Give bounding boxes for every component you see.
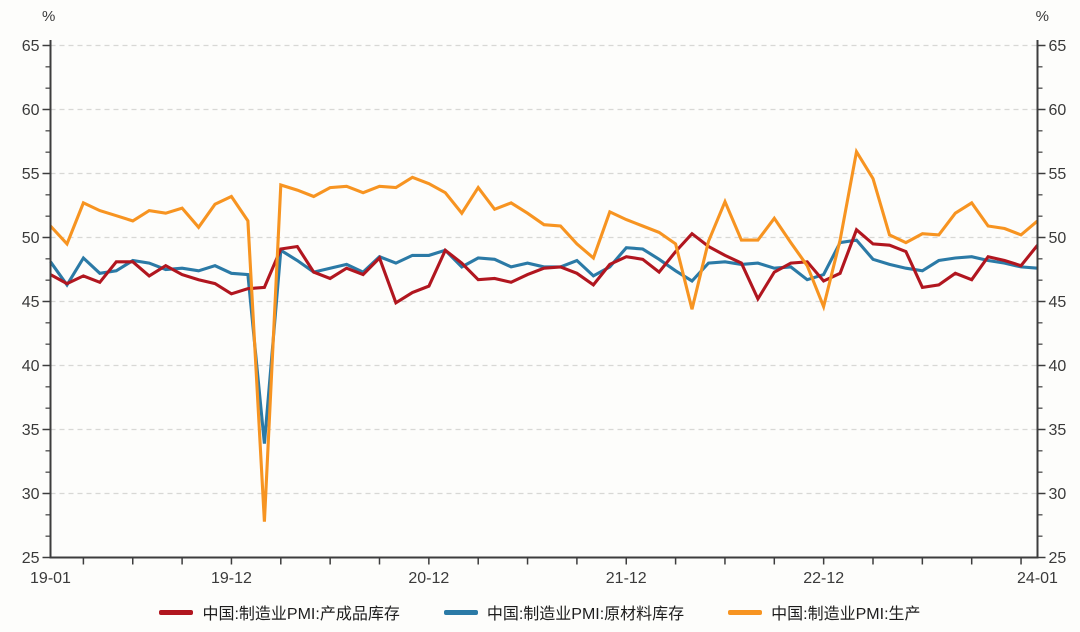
y-axis-unit-right: % — [1035, 8, 1049, 25]
y-tick-label-left: 45 — [22, 294, 40, 311]
y-tick-label-left: 35 — [22, 422, 40, 439]
x-tick-label: 19-12 — [211, 570, 252, 587]
legend-item-finished-goods-inventory: 中国:制造业PMI:产成品库存 — [159, 600, 400, 624]
y-tick-label-left: 50 — [22, 230, 40, 247]
legend-swatch-production — [728, 609, 763, 615]
y-tick-label-left: 40 — [22, 358, 40, 375]
y-tick-label-left: 60 — [22, 102, 40, 119]
legend-item-production: 中国:制造业PMI:生产 — [728, 600, 921, 624]
y-tick-label-left: 65 — [22, 38, 40, 55]
y-tick-label-right: 40 — [1049, 358, 1067, 375]
legend-label-raw-materials-inventory: 中国:制造业PMI:原材料库存 — [486, 606, 685, 623]
y-axis-unit-left: % — [42, 8, 56, 25]
y-tick-label-right: 55 — [1049, 166, 1067, 183]
legend-swatch-finished-goods-inventory — [159, 609, 194, 615]
x-tick-label: 20-12 — [408, 570, 449, 587]
y-tick-label-right: 45 — [1049, 294, 1067, 311]
y-tick-label-right: 60 — [1049, 102, 1067, 119]
line-chart-plot: 25 25 30 30 35 35 40 40 45 45 50 50 55 55 60 60 65 65 19-0… — [22, 38, 1067, 587]
x-tick-label: 24-01 — [1017, 570, 1058, 587]
chart-legend: 中国:制造业PMI:产成品库存 中国:制造业PMI:原材料库存 中国:制造业PMI:… — [0, 598, 1080, 626]
y-tick-label-right: 25 — [1049, 550, 1067, 567]
y-tick-label-left: 25 — [22, 550, 40, 567]
y-tick-label-right: 50 — [1049, 230, 1067, 247]
y-tick-label-right: 30 — [1049, 486, 1067, 503]
series-line-finished-goods-inventory — [49, 227, 1039, 306]
legend-swatch-raw-materials-inventory — [443, 609, 478, 615]
y-tick-label-right: 65 — [1049, 38, 1067, 55]
x-tick-label: 22-12 — [803, 570, 844, 587]
y-tick-label-left: 55 — [22, 166, 40, 183]
legend-label-finished-goods-inventory: 中国:制造业PMI:产成品库存 — [202, 606, 400, 623]
y-tick-label-left: 30 — [22, 486, 40, 503]
legend-label-production: 中国:制造业PMI:生产 — [771, 606, 921, 623]
x-tick-label: 21-12 — [606, 570, 647, 587]
series-line-production — [49, 147, 1039, 522]
series-line-raw-materials-inventory — [49, 238, 1038, 444]
legend-item-raw-materials-inventory: 中国:制造业PMI:原材料库存 — [443, 600, 685, 624]
y-tick-label-right: 35 — [1049, 422, 1067, 439]
x-tick-label: 19-01 — [30, 570, 71, 587]
